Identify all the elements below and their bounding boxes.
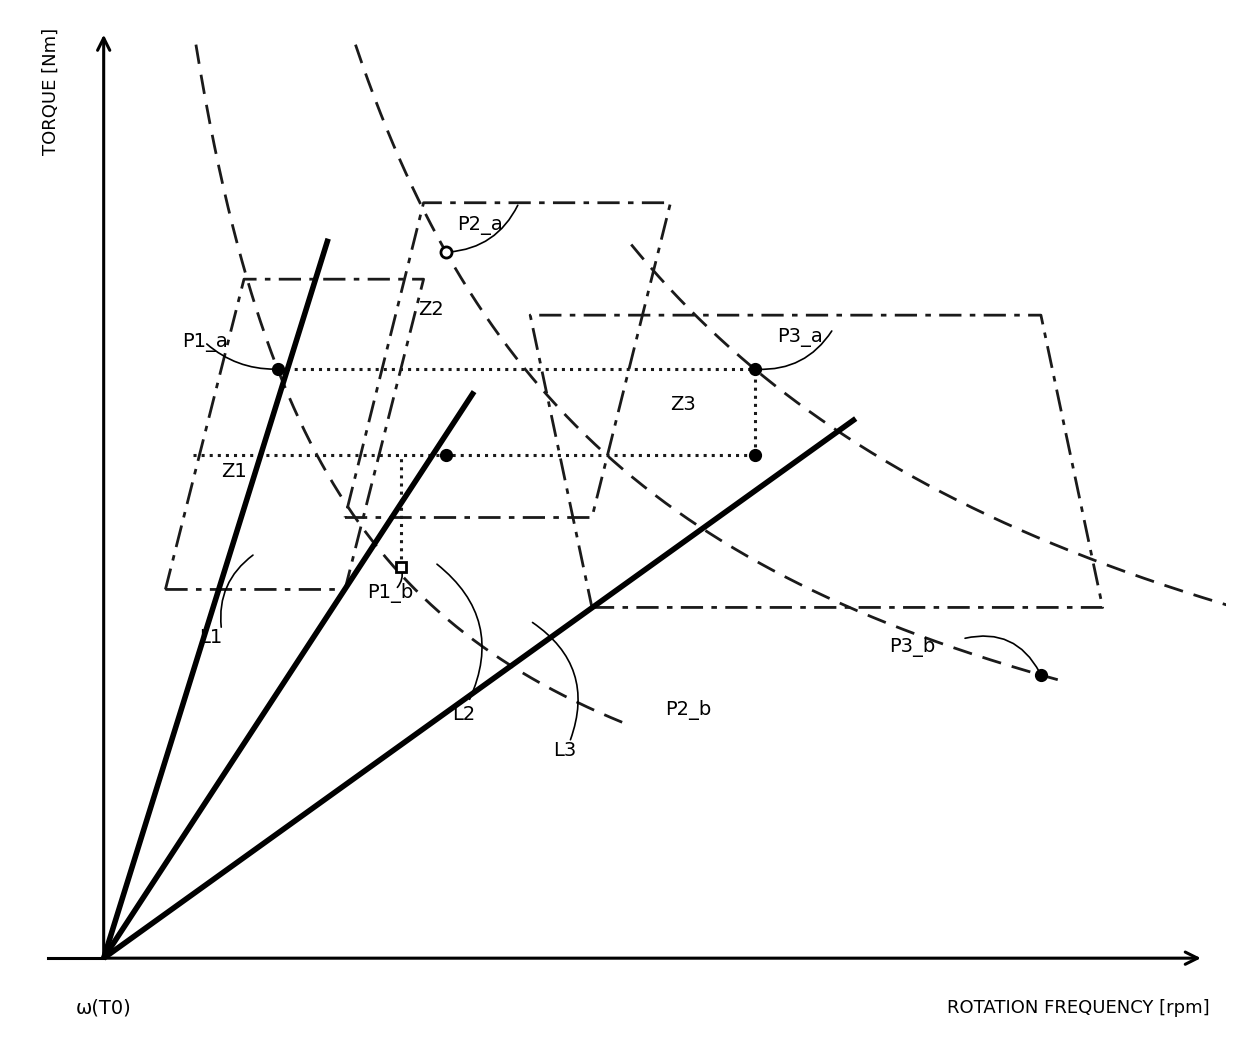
Text: ROTATION FREQUENCY [rpm]: ROTATION FREQUENCY [rpm] — [946, 999, 1209, 1017]
Text: Z1: Z1 — [222, 462, 247, 481]
Text: ω(T0): ω(T0) — [76, 999, 131, 1018]
Text: L2: L2 — [451, 705, 475, 723]
Text: P1_a: P1_a — [182, 333, 228, 352]
Text: Z3: Z3 — [671, 395, 696, 413]
Text: P1_b: P1_b — [367, 584, 414, 603]
Text: P2_b: P2_b — [665, 701, 712, 720]
Text: L1: L1 — [200, 628, 222, 647]
Text: TORQUE [Nm]: TORQUE [Nm] — [42, 27, 60, 155]
Text: P3_a: P3_a — [777, 328, 823, 348]
Text: P3_b: P3_b — [889, 638, 936, 658]
Text: L3: L3 — [553, 741, 575, 760]
Text: P2_a: P2_a — [458, 216, 503, 235]
Text: Z2: Z2 — [418, 301, 444, 319]
